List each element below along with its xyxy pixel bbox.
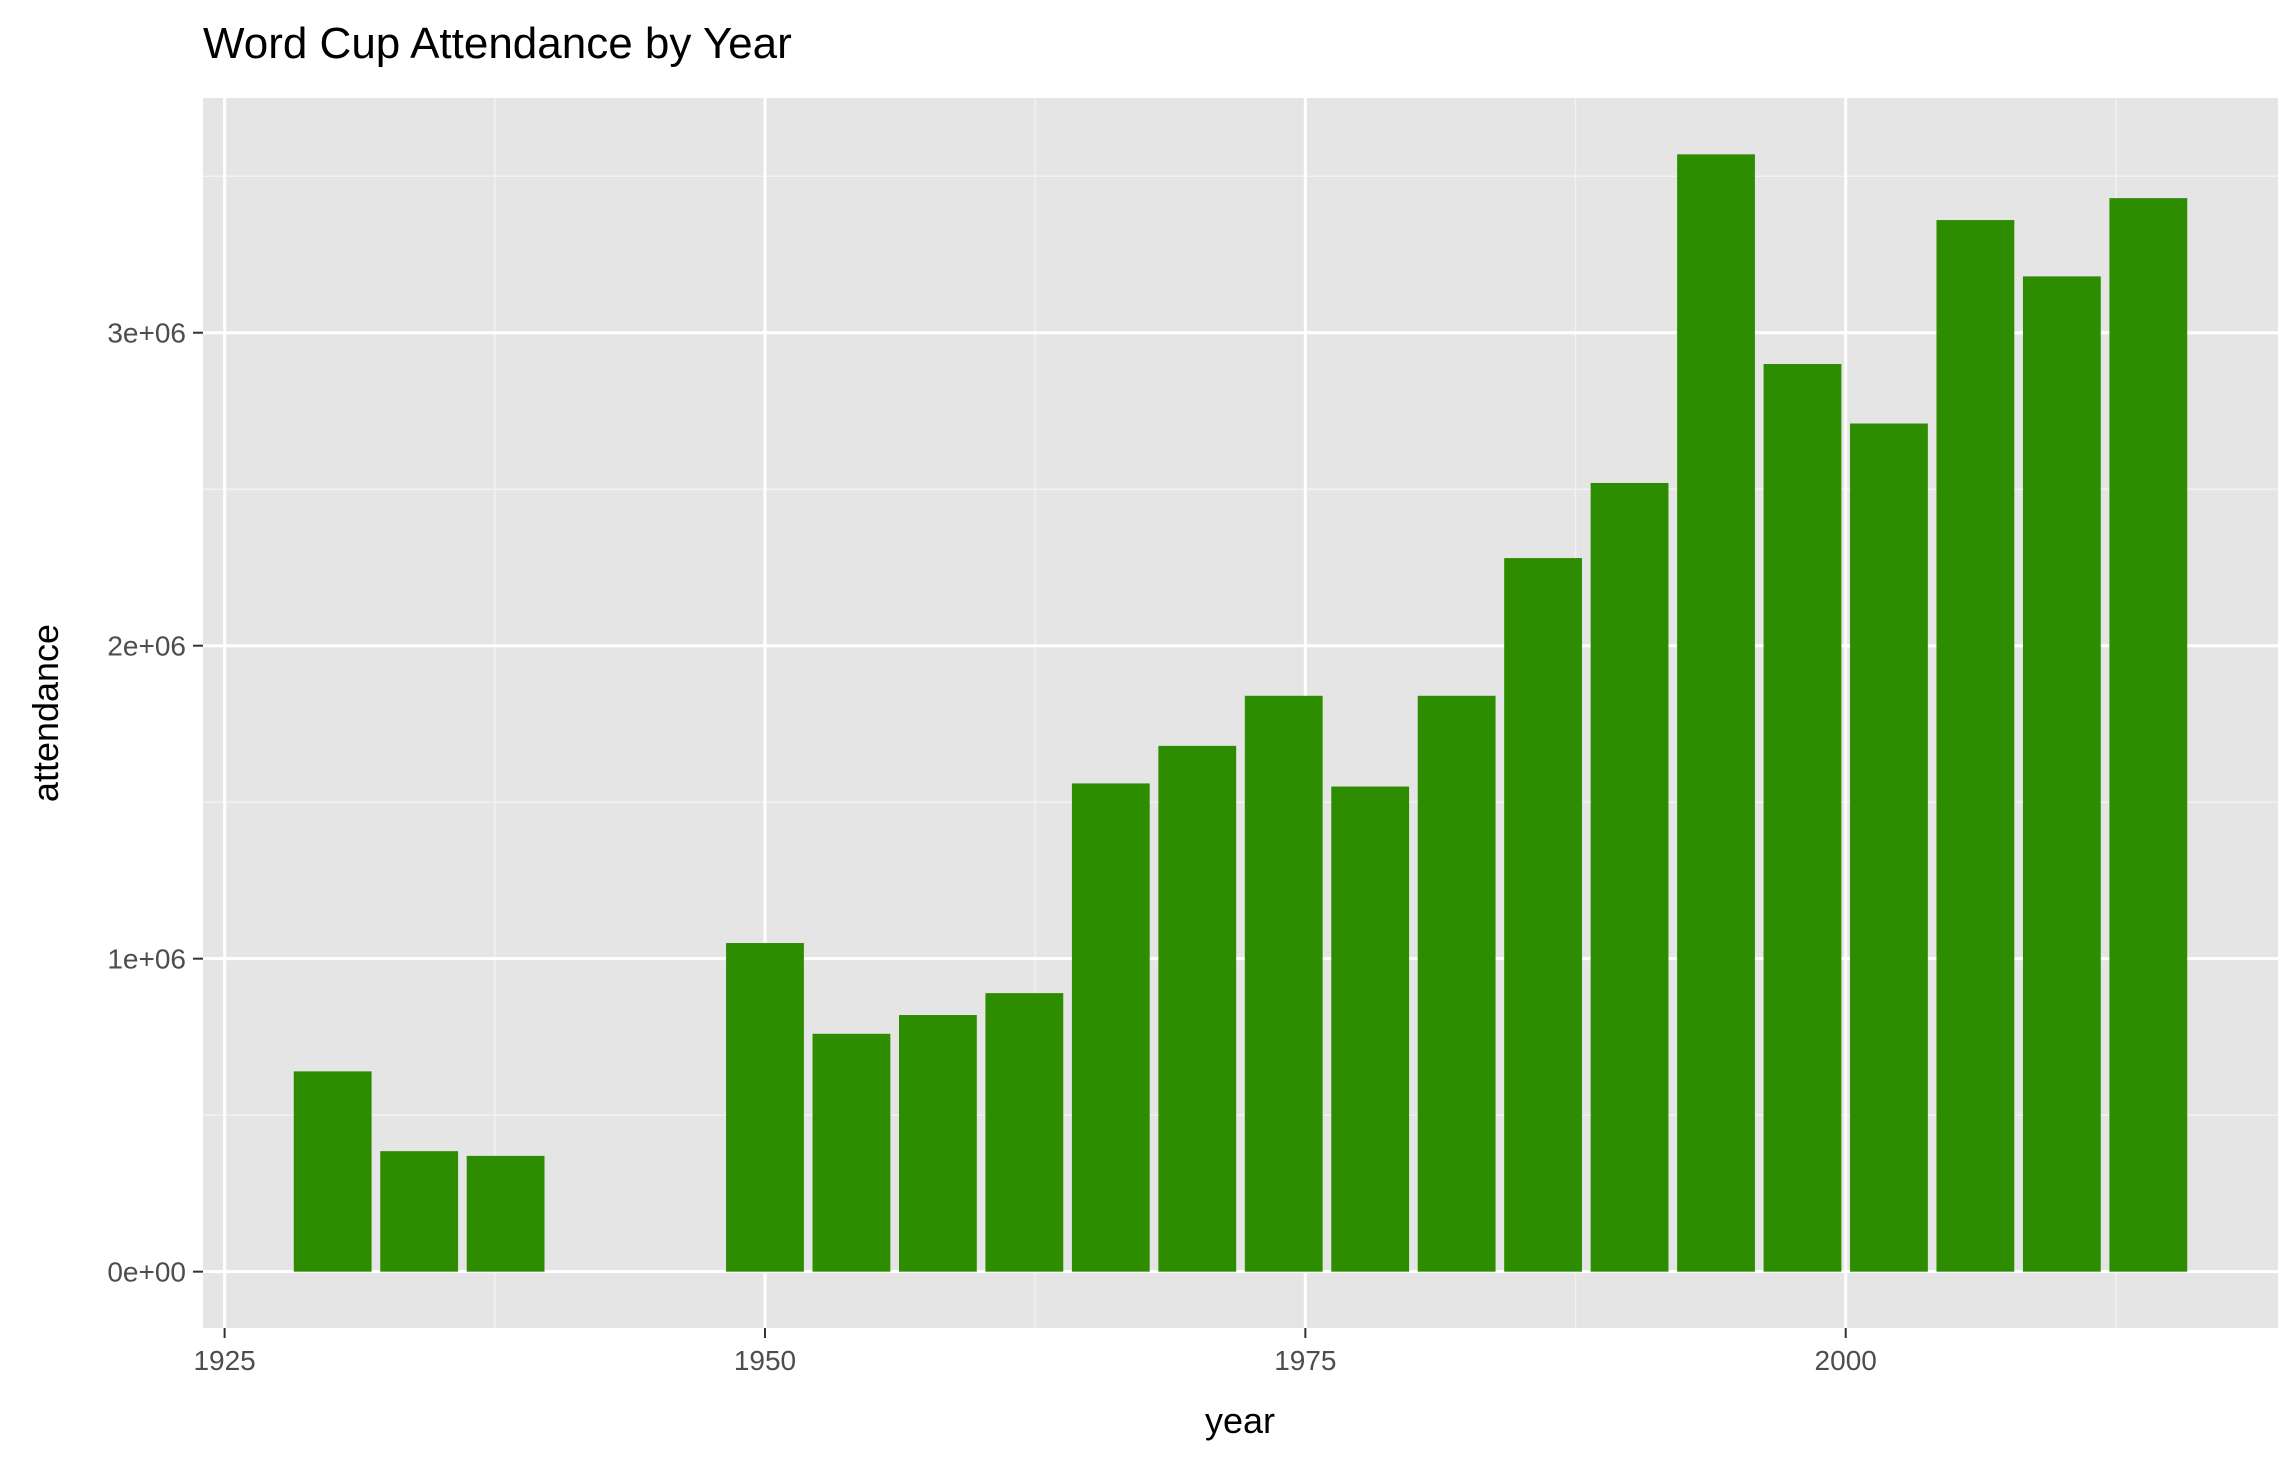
plot-panel [203, 98, 2278, 1328]
bar-1990 [1590, 482, 1669, 1272]
y-tick-label: 1e+06 [107, 944, 186, 975]
y-tick-label: 3e+06 [107, 318, 186, 349]
bar-1998 [1763, 364, 1842, 1272]
y-tick-label: 2e+06 [107, 631, 186, 662]
x-axis: 1925 1950 1975 2000 [193, 1328, 1877, 1376]
bar-1966 [1071, 783, 1150, 1272]
bar-1986 [1504, 558, 1583, 1272]
bar-2010 [2022, 276, 2101, 1272]
bar-1970 [1158, 745, 1237, 1272]
x-tick-label: 1950 [734, 1345, 796, 1376]
bar-2014 [2109, 198, 2188, 1272]
y-axis: 0e+00 1e+06 2e+06 3e+06 [107, 318, 203, 1288]
x-tick-label: 1925 [193, 1345, 255, 1376]
x-tick-label: 2000 [1815, 1345, 1877, 1376]
x-tick-label: 1975 [1274, 1345, 1336, 1376]
bar-1962 [985, 993, 1064, 1272]
bar-1954 [812, 1033, 891, 1272]
bar-1950 [726, 943, 804, 1272]
bar-1994 [1677, 154, 1755, 1272]
bars [293, 154, 2188, 1272]
bar-1974 [1244, 695, 1323, 1272]
y-tick-label: 0e+00 [107, 1257, 186, 1288]
bar-1982 [1417, 695, 1496, 1272]
chart-title: Word Cup Attendance by Year [203, 19, 792, 68]
bar-2006 [1936, 220, 2015, 1272]
bar-1934 [380, 1151, 459, 1272]
bar-1938 [466, 1155, 545, 1272]
bar-2002 [1850, 423, 1928, 1272]
x-axis-title: year [1205, 1400, 1275, 1441]
y-axis-title: attendance [25, 624, 66, 802]
bar-1978 [1331, 786, 1410, 1272]
bar-1958 [898, 1015, 977, 1272]
bar-1930 [293, 1071, 372, 1272]
